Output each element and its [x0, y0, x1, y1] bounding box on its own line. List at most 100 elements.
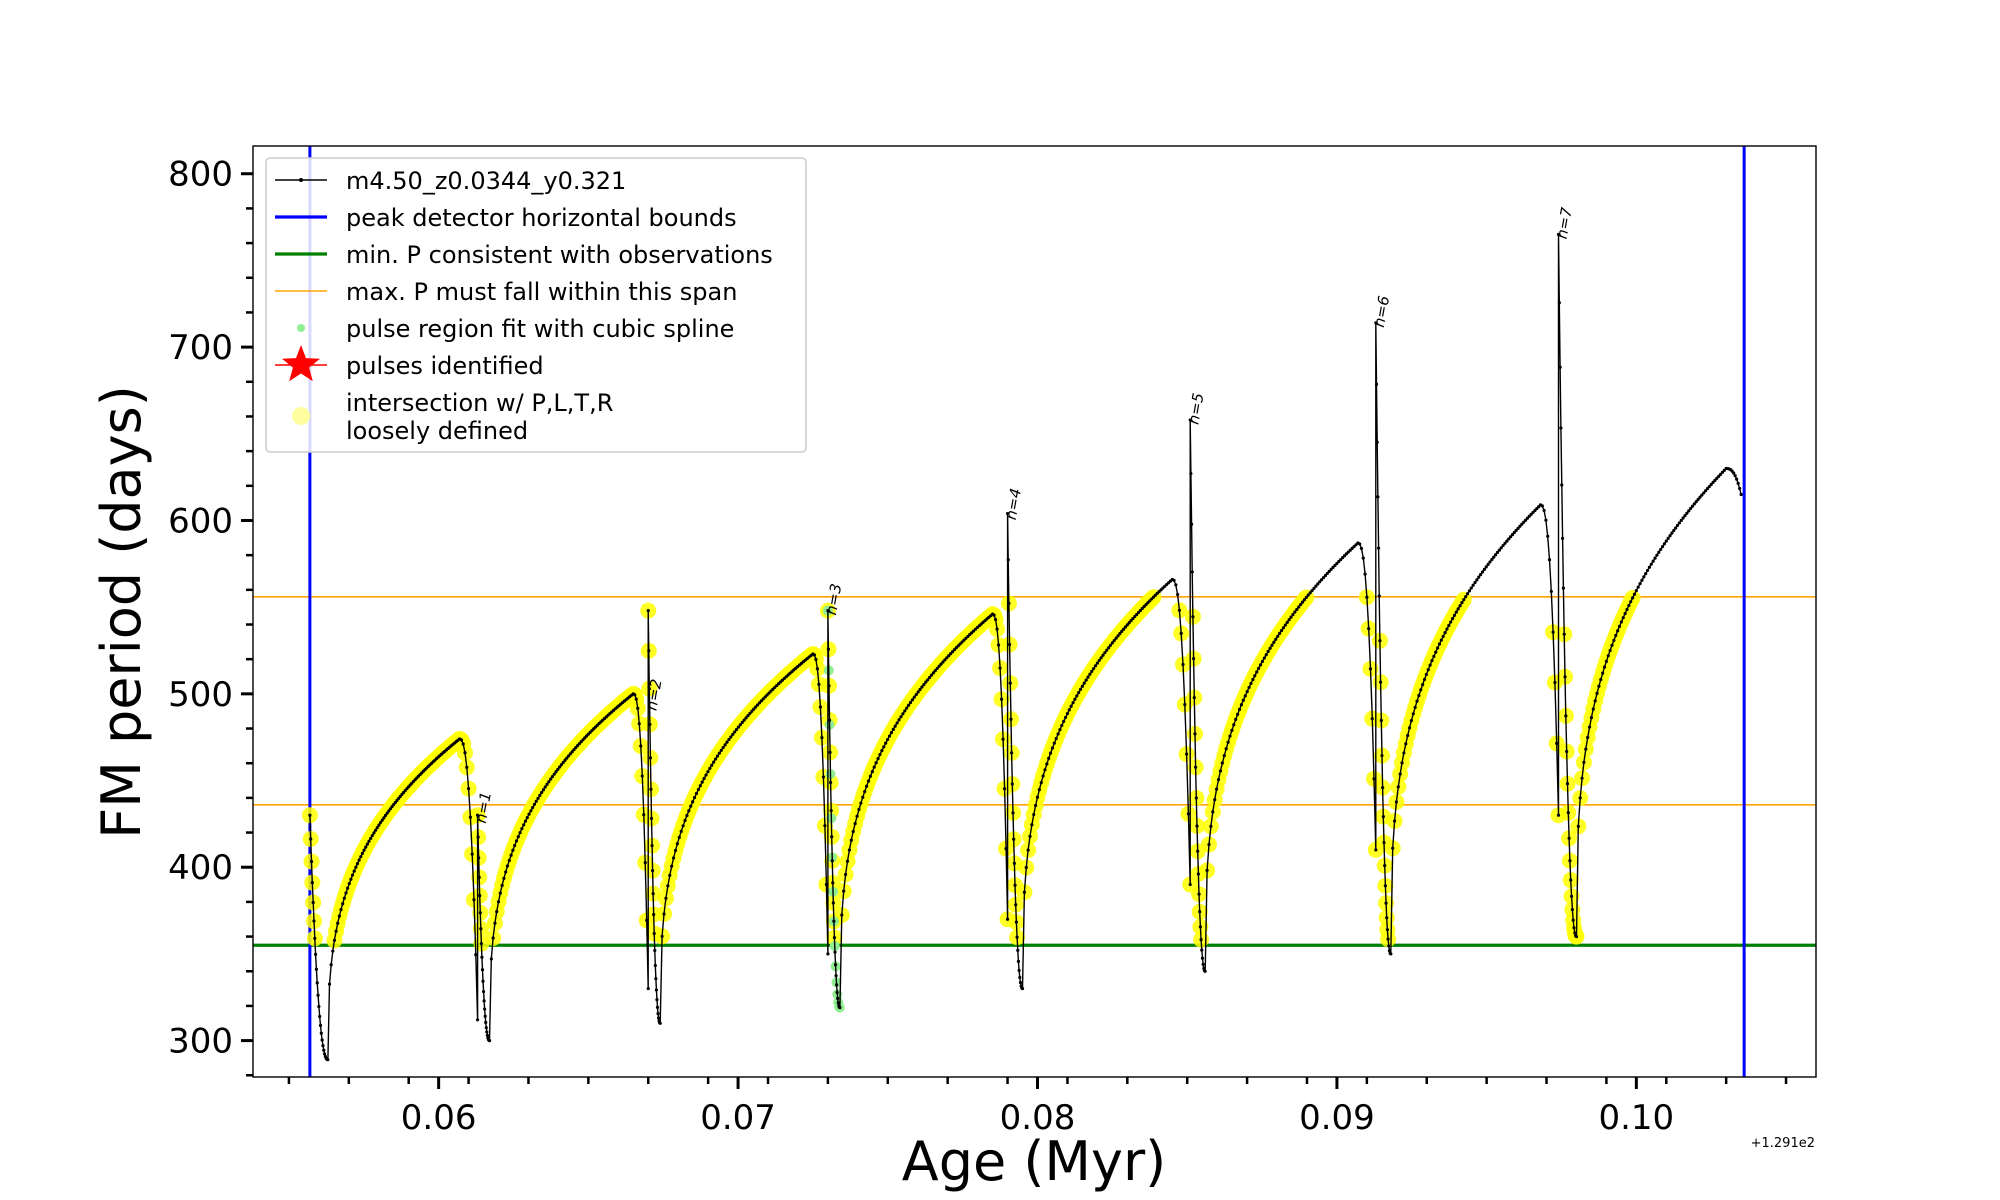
- track-point: [831, 901, 835, 905]
- track-point: [504, 870, 508, 874]
- track-point: [1560, 483, 1564, 487]
- track-point: [1632, 592, 1637, 596]
- star-icon: [282, 345, 320, 382]
- track-point: [1120, 629, 1124, 634]
- track-point: [1121, 627, 1126, 631]
- track-point: [1116, 634, 1120, 638]
- track-point: [360, 851, 365, 855]
- track-point: [1196, 849, 1200, 853]
- track-point: [835, 983, 839, 987]
- track-point: [339, 908, 343, 912]
- period-track: [308, 232, 1743, 1062]
- track-point: [1717, 474, 1721, 478]
- track-point: [1090, 669, 1094, 673]
- track-point: [1363, 572, 1367, 576]
- track-point: [1376, 546, 1381, 550]
- track-point: [1325, 571, 1329, 576]
- track-point: [1424, 672, 1428, 677]
- track-point: [1565, 749, 1569, 754]
- track-point: [1640, 578, 1644, 582]
- track-point: [844, 872, 848, 877]
- track-point: [1582, 760, 1586, 764]
- track-point: [1129, 619, 1133, 623]
- track-point: [864, 784, 869, 788]
- y-tick-label: 700: [168, 328, 233, 368]
- track-point: [1387, 949, 1392, 953]
- track-point: [755, 703, 760, 707]
- track-point: [652, 931, 656, 936]
- pulse-label-n3: n=3: [822, 582, 845, 616]
- track-point: [1358, 542, 1362, 546]
- legend-box: [265, 157, 807, 453]
- track-point: [1612, 638, 1616, 642]
- track-point: [861, 795, 865, 799]
- track-point: [868, 774, 873, 778]
- track-point: [1449, 620, 1453, 624]
- track-point: [344, 891, 348, 895]
- track-point: [834, 974, 838, 978]
- track-point: [1010, 751, 1014, 755]
- track-point: [554, 770, 558, 774]
- track-point: [1264, 653, 1268, 657]
- track-point: [1012, 837, 1016, 841]
- track-point: [1670, 531, 1674, 535]
- track-point: [561, 760, 565, 765]
- track-point: [912, 695, 916, 699]
- track-point: [1318, 580, 1322, 584]
- track-point: [372, 831, 376, 835]
- track-point: [1028, 834, 1032, 838]
- track-point: [1018, 975, 1022, 980]
- track-point: [1127, 621, 1131, 625]
- track-point: [1599, 677, 1603, 682]
- y-tick-label: 600: [168, 501, 233, 541]
- track-point: [1133, 614, 1137, 619]
- track-point: [1409, 719, 1414, 723]
- track-point: [660, 934, 664, 938]
- track-point: [476, 835, 480, 839]
- track-point: [719, 748, 723, 752]
- track-point: [1450, 617, 1455, 621]
- track-point: [1501, 543, 1505, 548]
- track-point: [1376, 495, 1380, 499]
- track-point: [1257, 666, 1261, 671]
- track-point: [1400, 761, 1404, 765]
- track-point: [655, 1005, 660, 1010]
- track-point: [1197, 892, 1201, 896]
- track-point: [817, 682, 821, 686]
- track-point: [704, 773, 708, 777]
- track-point: [1542, 508, 1546, 513]
- track-point: [1189, 471, 1193, 476]
- track-point: [566, 754, 571, 758]
- track-point: [1586, 735, 1590, 740]
- track-point: [1437, 642, 1442, 646]
- track-point: [520, 827, 524, 831]
- track-point: [1499, 546, 1503, 550]
- track-point: [1477, 575, 1481, 579]
- track-point: [312, 919, 316, 923]
- track-point: [331, 949, 335, 953]
- track-point: [1625, 607, 1629, 612]
- track-point: [309, 859, 314, 864]
- track-point: [329, 963, 333, 967]
- track-point: [833, 950, 837, 954]
- track-point: [1610, 643, 1614, 647]
- track-point: [1382, 840, 1386, 845]
- track-point: [1295, 607, 1299, 612]
- track-point: [1005, 917, 1010, 921]
- track-point: [1516, 526, 1520, 530]
- track-point: [885, 737, 890, 742]
- y-tick-label: 400: [168, 848, 233, 888]
- track-point: [1559, 426, 1563, 430]
- track-point: [1443, 631, 1447, 635]
- track-point: [1228, 734, 1232, 738]
- track-point: [634, 697, 638, 701]
- track-point: [502, 876, 506, 881]
- track-point: [1320, 578, 1324, 582]
- track-point: [1200, 948, 1204, 952]
- track-point: [908, 700, 913, 705]
- track-point: [840, 913, 844, 917]
- track-point: [1510, 533, 1515, 537]
- track-point: [538, 793, 542, 797]
- track-point: [313, 936, 317, 940]
- track-point: [1258, 663, 1263, 667]
